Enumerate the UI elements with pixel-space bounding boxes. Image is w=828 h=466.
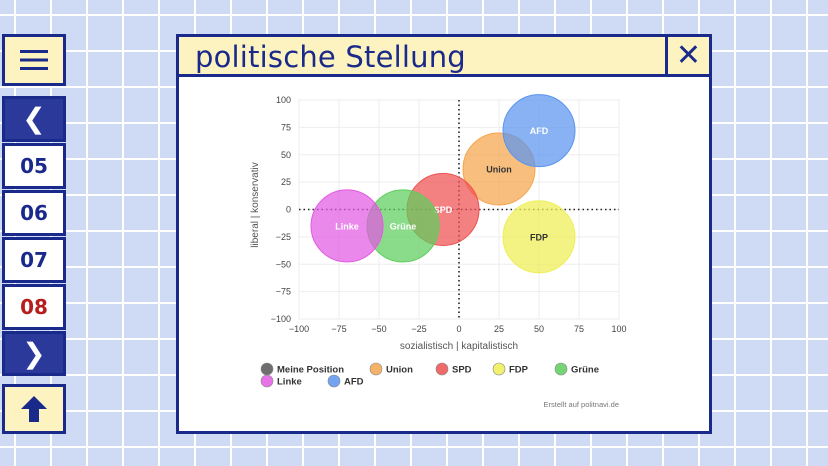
bubble-label: Linke: [335, 221, 359, 231]
legend-swatch: [260, 374, 274, 388]
bubble-label: AFD: [530, 126, 549, 136]
legend-label: Union: [386, 365, 413, 376]
x-tick-label: 0: [456, 324, 461, 334]
legend-label: AFD: [344, 377, 364, 388]
close-x-icon: ✕: [675, 38, 702, 73]
page-number: 07: [20, 248, 48, 272]
bubble-afd: [502, 94, 576, 168]
y-tick-label: −75: [276, 287, 291, 297]
chevron-left-icon: ❮: [22, 103, 46, 134]
bubble-label: Union: [486, 164, 512, 174]
y-tick-label: −100: [271, 314, 291, 324]
bubble-linke: [310, 189, 384, 263]
page-item-08[interactable]: 08: [2, 284, 66, 330]
legend-swatch: [327, 374, 341, 388]
political-position-chart: −100 −75 −50 −25 0 25 50 75 100 100 75 50 25 0 −25 −50 −…: [250, 94, 627, 409]
prev-page-button[interactable]: ❮: [2, 96, 66, 142]
chart-credit: Erstellt auf politnavi.de: [544, 400, 619, 409]
page-item-05[interactable]: 05: [2, 143, 66, 189]
y-tick-label: 75: [281, 122, 291, 132]
content-window: politische Stellung ✕ −100 −75 −50 −25 0 25 50…: [176, 34, 712, 434]
bubble-fdp: [502, 200, 576, 274]
x-tick-label: −25: [411, 324, 426, 334]
legend-label: Meine Position: [277, 365, 344, 376]
page-item-06[interactable]: 06: [2, 190, 66, 236]
window-title: politische Stellung: [195, 40, 466, 74]
page-item-07[interactable]: 07: [2, 237, 66, 283]
bubble-label: SPD: [434, 205, 453, 215]
legend-swatch: [435, 362, 449, 376]
y-tick-label: −50: [276, 259, 291, 269]
y-tick-label: 50: [281, 150, 291, 160]
next-page-button[interactable]: ❯: [2, 331, 66, 376]
x-tick-label: −100: [289, 324, 309, 334]
legend-swatch: [260, 362, 274, 376]
x-tick-label: 100: [611, 324, 626, 334]
x-tick-label: −75: [331, 324, 346, 334]
legend-label: SPD: [452, 365, 472, 376]
window-titlebar: politische Stellung ✕: [179, 37, 709, 77]
legend-label: Linke: [277, 377, 302, 388]
legend-swatch: [492, 362, 506, 376]
y-tick-label: −25: [276, 232, 291, 242]
chart-legend: Meine Position Union SPD FDP Grüne Linke AFD: [260, 362, 599, 388]
legend-swatch: [369, 362, 383, 376]
arrow-up-icon: [21, 396, 47, 422]
menu-button[interactable]: [2, 34, 66, 86]
x-tick-label: 75: [574, 324, 584, 334]
x-tick-label: −50: [371, 324, 386, 334]
hamburger-menu-icon: [20, 50, 48, 70]
page-number-active: 08: [20, 295, 48, 319]
legend-swatch: [554, 362, 568, 376]
y-tick-label: 0: [286, 205, 291, 215]
legend-label: FDP: [509, 365, 529, 376]
y-tick-label: 25: [281, 177, 291, 187]
chart-ticks: −100 −75 −50 −25 0 25 50 75 100 100 75 50 25 0 −25 −50 −…: [271, 95, 627, 334]
x-tick-label: 50: [534, 324, 544, 334]
bubble-label: FDP: [530, 232, 548, 242]
close-button[interactable]: ✕: [665, 37, 709, 74]
chevron-right-icon: ❯: [22, 337, 46, 369]
chart-bubbles: Union SPD FDP Grüne Linke AFD: [310, 94, 576, 274]
x-axis-label: sozialistisch | kapitalistisch: [400, 341, 518, 352]
page-number: 06: [20, 201, 48, 225]
legend-label: Grüne: [571, 365, 599, 376]
page-number: 05: [20, 154, 48, 178]
bubble-label: Grüne: [390, 221, 417, 231]
y-tick-label: 100: [276, 95, 291, 105]
scroll-top-button[interactable]: [2, 384, 66, 434]
y-axis-label: liberal | konservativ: [250, 162, 261, 247]
x-tick-label: 25: [494, 324, 504, 334]
